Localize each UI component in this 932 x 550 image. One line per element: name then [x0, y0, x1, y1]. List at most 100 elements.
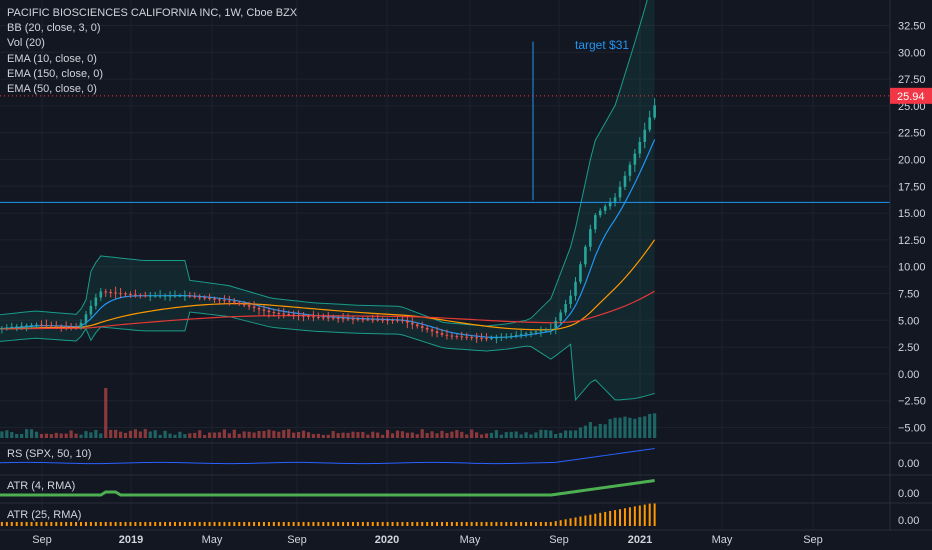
candle-body — [252, 306, 256, 309]
atr25-bar — [643, 504, 646, 526]
candle-body — [485, 338, 488, 340]
candle-body — [173, 295, 177, 297]
atr25-bar — [401, 522, 404, 526]
volume-bar — [277, 431, 281, 438]
candle-body — [401, 320, 404, 322]
atr25-bar — [104, 522, 107, 526]
atr25-bar — [238, 522, 241, 526]
atr25-bar — [485, 522, 488, 526]
candle-body — [648, 117, 651, 130]
volume-bar — [470, 429, 474, 438]
atr25-bar — [549, 522, 552, 526]
atr25-bar — [80, 522, 83, 526]
volume-bar — [514, 431, 518, 438]
atr25-bar — [569, 518, 572, 526]
atr25-bar — [317, 522, 320, 526]
candle-body — [237, 302, 241, 304]
atr25-bar — [356, 522, 359, 526]
indicator-ema150[interactable]: EMA (150, close, 0) — [7, 67, 103, 80]
atr25-bar — [500, 522, 503, 526]
volume-bar — [158, 434, 162, 438]
candle-body — [346, 318, 350, 320]
atr25-bar — [173, 522, 176, 526]
candle-body — [213, 298, 216, 300]
candle-body — [45, 325, 48, 327]
pane-value-label: 0.00 — [898, 488, 919, 500]
atr4-label[interactable]: ATR (4, RMA) — [7, 480, 76, 492]
rs-line — [0, 448, 655, 465]
candle-body — [411, 322, 414, 325]
atr25-label[interactable]: ATR (25, RMA) — [7, 509, 82, 521]
volume-bar — [534, 432, 538, 438]
indicator-ema50[interactable]: EMA (50, close, 0) — [7, 83, 97, 96]
atr25-bar — [282, 522, 285, 526]
volume-bar — [564, 430, 568, 438]
volume-bar — [653, 413, 657, 438]
atr25-bar — [169, 522, 172, 526]
candle-body — [509, 335, 513, 337]
volume-bar — [578, 427, 583, 438]
volume-bar — [371, 431, 375, 438]
volume-bar — [227, 433, 231, 438]
price-axis: 32.50 30.00 27.50 25.00 22.50 20.00 17.50 15.00… — [0, 0, 932, 531]
candle-body — [218, 299, 221, 301]
candle-body — [608, 201, 612, 207]
volume-bar — [420, 429, 424, 438]
atr25-bar — [243, 522, 246, 526]
candle-body — [203, 297, 206, 299]
volume-bar — [267, 429, 271, 438]
volume-bar — [445, 432, 449, 438]
volume-bar — [237, 433, 241, 438]
rs-label[interactable]: RS (SPX, 50, 10) — [7, 448, 92, 460]
volume-bar — [519, 434, 523, 438]
candle-body — [391, 319, 394, 321]
volume-bar — [613, 417, 617, 438]
candle-body — [386, 319, 389, 321]
atr25-bar — [628, 507, 631, 526]
volume-bar — [301, 430, 306, 438]
volume-bar — [10, 432, 14, 438]
candle-body — [64, 326, 68, 328]
volume-bar — [440, 430, 444, 438]
candle-body — [198, 296, 201, 298]
pane-value-label: 0.00 — [898, 458, 919, 470]
candle-body — [114, 292, 117, 294]
indicator-ema10[interactable]: EMA (10, close, 0) — [7, 52, 97, 65]
volume-bar — [425, 433, 429, 438]
atr25-bar — [45, 522, 48, 526]
candle-body — [440, 333, 444, 335]
time-tick-label: 2020 — [375, 534, 399, 546]
volume-bar — [539, 429, 543, 438]
indicator-bb[interactable]: BB (20, close, 3, 0) — [7, 22, 101, 35]
candle-body — [20, 325, 23, 327]
indicator-vol[interactable]: Vol (20) — [7, 37, 45, 50]
atr25-bar — [604, 511, 607, 526]
atr25-bar — [183, 522, 186, 526]
price-tick-label: 0.00 — [898, 369, 919, 381]
volume-bar — [351, 431, 355, 438]
volume-bar — [114, 429, 118, 438]
volume-bar — [15, 434, 19, 438]
time-axis: Sep 2019 May Sep 2020 May Sep 2021 May Sep — [32, 534, 823, 546]
symbol-title[interactable]: PACIFIC BIOSCIENCES CALIFORNIA INC, 1W, … — [7, 7, 298, 19]
candle-body — [89, 305, 93, 315]
volume-bar — [89, 432, 93, 438]
candle-body — [445, 334, 449, 336]
volume-bar — [479, 434, 484, 438]
volume-bar — [128, 430, 133, 438]
candle-body — [643, 129, 647, 142]
grid-lines — [0, 0, 890, 530]
volume-bar — [247, 431, 251, 438]
candle-body — [430, 329, 434, 332]
candle-body — [183, 295, 187, 297]
candle-body — [297, 315, 300, 317]
candle-body — [554, 320, 558, 329]
candle-body — [30, 324, 33, 326]
atr25-bar — [124, 522, 127, 526]
atr25-bar — [292, 522, 295, 526]
volume-bar — [598, 423, 602, 438]
time-tick-label: May — [712, 534, 733, 546]
atr25-bar — [421, 522, 424, 526]
volume-bar — [648, 413, 652, 438]
